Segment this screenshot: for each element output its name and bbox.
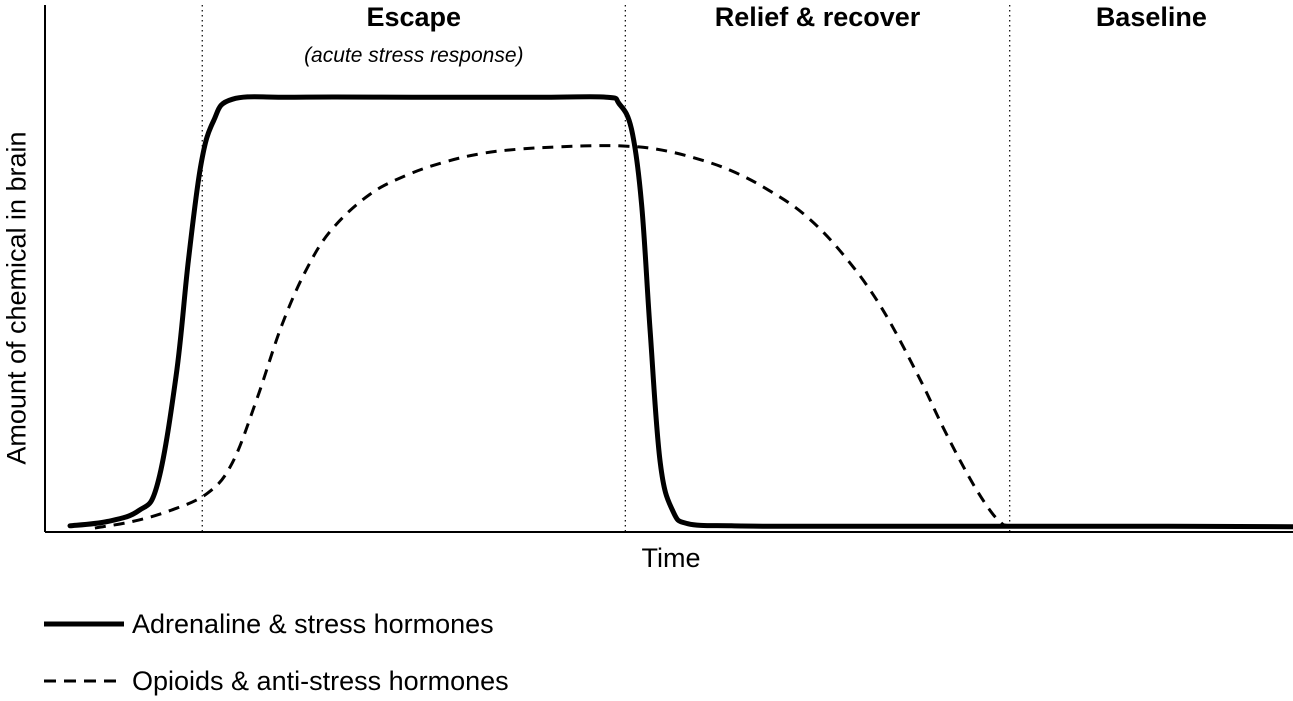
phase-label-2: Baseline xyxy=(1095,2,1207,32)
series-lines xyxy=(67,94,1293,530)
series-line-0 xyxy=(67,94,1293,530)
legend-dashed-line-swatch xyxy=(44,679,124,683)
legend-solid-line-swatch xyxy=(44,621,124,627)
y-axis-label: Amount of chemical in brain xyxy=(1,131,32,465)
legend-item-adrenaline: Adrenaline & stress hormones xyxy=(44,607,494,641)
phase-dividers xyxy=(201,5,1011,532)
phase-label-0: Escape xyxy=(366,2,462,32)
legend-label-opioids: Opioids & anti-stress hormones xyxy=(132,665,509,696)
legend-label-adrenaline: Adrenaline & stress hormones xyxy=(132,608,494,639)
phase-label-1: Relief & recover xyxy=(714,2,921,32)
legend-item-opioids: Opioids & anti-stress hormones xyxy=(44,664,509,698)
series-line-1 xyxy=(94,144,1293,530)
x-axis-label: Time xyxy=(641,543,701,573)
phase-sublabel-0: (acute stress response) xyxy=(304,44,524,67)
